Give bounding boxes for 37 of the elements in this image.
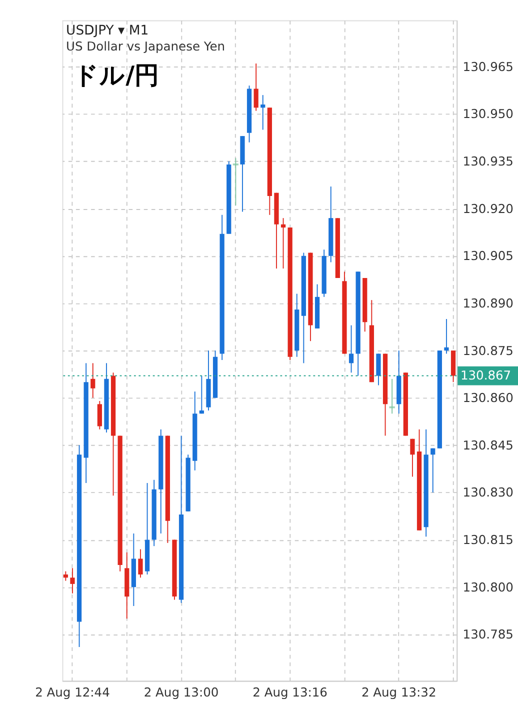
candlestick [410,438,415,478]
y-tick-label: 130.830 [462,486,514,500]
y-tick-label: 130.875 [462,344,514,358]
candlestick [389,378,395,414]
y-tick-label: 130.890 [462,296,514,310]
x-tick-label: 2 Aug 13:00 [144,685,219,700]
y-tick-label: 130.920 [462,202,514,216]
candlestick [63,570,68,582]
candlestick [376,353,381,386]
y-tick-label: 130.845 [462,438,514,452]
y-tick-label: 130.935 [462,154,514,169]
candlestick [138,548,143,578]
y-tick-label: 130.800 [462,580,514,594]
y-tick-label: 130.905 [462,249,514,264]
y-tick-label: 130.785 [462,628,514,642]
x-tick-label: 2 Aug 12:44 [35,685,110,700]
y-tick-label: 130.860 [462,391,514,406]
candlestick [444,318,449,354]
candlestick [97,400,102,430]
text: US Dollar vs Japanese Yen [66,39,226,54]
candlestick [280,218,286,270]
x-tick-label: 2 Aug 13:32 [361,685,436,700]
candlestick [70,568,75,594]
y-tick-label: 130.965 [462,60,514,74]
chart-title: USDJPY ▾ M1 [66,23,149,38]
candlestick [254,63,258,112]
candlestick [260,94,266,130]
y-tick-label: 130.950 [462,107,514,122]
x-tick-label: 2 Aug 13:16 [252,685,328,700]
candlestick [430,448,436,493]
annotation: ドル/円 [74,60,160,90]
candlestick [90,362,96,398]
ref-line-label: 130.867 [460,368,512,383]
candlestick [199,375,204,414]
candlestick [232,158,239,206]
candlestick [348,324,354,374]
y-tick-label: 130.815 [462,533,514,548]
